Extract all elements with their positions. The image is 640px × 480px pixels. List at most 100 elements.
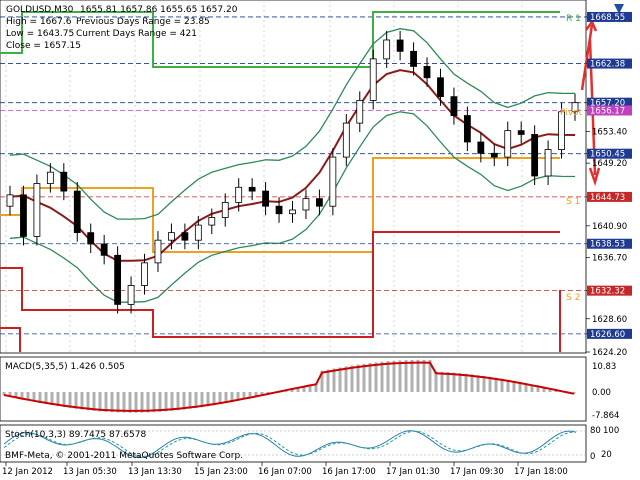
candle-body xyxy=(114,254,122,305)
time-axis: 12 Jan 2012 13 Jan 05:30 13 Jan 13:30 15 Ja… xyxy=(2,462,568,477)
candle-body xyxy=(477,141,485,154)
candle-body xyxy=(141,262,148,286)
band-lower xyxy=(9,111,576,303)
candle-body xyxy=(248,186,256,192)
candle-body xyxy=(423,66,431,79)
candle-body xyxy=(60,171,68,192)
stoch-tick-80: 80 xyxy=(590,426,601,436)
candle-body xyxy=(571,102,579,113)
candle-body xyxy=(208,217,216,226)
stoch-tick-20: 20 xyxy=(601,450,612,460)
main-price-panel: R 1 Pivot S 1 S 2 GOLDUSD,M30 1655.81 16… xyxy=(0,0,624,354)
price-tag-label: 1632.32 xyxy=(590,287,625,297)
price-tick-label: 1649.20 xyxy=(592,159,627,169)
price-tag-label: 1638.53 xyxy=(590,240,625,250)
price-tag-label: 1626.60 xyxy=(590,330,625,340)
time-tick-label: 13 Jan 13:30 xyxy=(128,467,182,477)
time-tick-label: 16 Jan 07:00 xyxy=(258,467,312,477)
macd-label: MACD(5,35,5) 1.426 0.505 xyxy=(5,362,125,372)
price-tag-box xyxy=(587,285,632,296)
time-tick-label: 13 Jan 05:30 xyxy=(63,467,117,477)
candle-body xyxy=(6,194,14,207)
price-tag-box xyxy=(587,97,632,108)
candle-body xyxy=(181,232,189,241)
candle-body xyxy=(396,39,404,52)
time-tick-label: 12 Jan 2012 xyxy=(2,467,53,477)
macd-tick-zero: 0.00 xyxy=(592,388,611,398)
pivot-step-line xyxy=(0,11,560,68)
candle-body xyxy=(342,122,350,158)
price-tick-label: 1640.90 xyxy=(592,222,627,232)
candle-body xyxy=(235,186,243,203)
price-tag-box xyxy=(587,238,632,249)
candle-body xyxy=(46,171,54,184)
pivot-step-line xyxy=(0,231,560,338)
time-tick-label: 17 Jan 01:30 xyxy=(386,467,440,477)
header-symbol: GOLDUSD,M30 xyxy=(6,5,74,15)
band-upper xyxy=(9,28,576,220)
price-candles xyxy=(6,30,579,314)
candle-body xyxy=(87,232,95,245)
candle-body xyxy=(463,115,471,143)
price-tag-box xyxy=(587,58,632,69)
price-tick-label: 1628.60 xyxy=(592,315,627,325)
price-tag-label: 1657.20 xyxy=(590,99,625,109)
price-tick-label: 1636.70 xyxy=(592,254,627,264)
candle-body xyxy=(490,152,498,158)
label-r1: R 1 xyxy=(566,14,581,24)
candle-body xyxy=(356,100,364,124)
candle-body xyxy=(450,96,458,116)
price-tag-label: 1662.38 xyxy=(590,60,625,70)
macd-tick-bottom: -7.864 xyxy=(592,411,619,421)
stochastic-panel: Stoch(10,3,3) 89.7475 87.6578 100 80 20 … xyxy=(0,424,619,463)
candle-body xyxy=(100,243,108,256)
header-close: Close = 1657.15 xyxy=(6,41,81,51)
candle-body xyxy=(194,224,202,241)
copyright-text: BMF-Meta, © 2001-2011 MetaQuotes Softwar… xyxy=(5,451,243,461)
candle-body xyxy=(329,156,337,207)
time-tick-label: 17 Jan 18:00 xyxy=(514,467,568,477)
candle-body xyxy=(20,194,27,237)
horizontal-grid xyxy=(0,16,586,335)
label-s1: S 1 xyxy=(566,197,580,207)
candle-body xyxy=(221,202,229,218)
header-ohlc: 1655.81 1657.86 1655.65 1657.20 xyxy=(80,5,238,15)
price-tag-label: 1668.55 xyxy=(590,13,625,23)
price-tag-box xyxy=(587,11,632,22)
header-prev-range: Previous Days Range = 23.85 xyxy=(76,17,210,27)
price-tick-label: 1624.20 xyxy=(592,348,627,358)
price-tag-box xyxy=(587,105,632,116)
price-tag-box xyxy=(587,148,632,159)
macd-signal-line xyxy=(3,361,575,412)
pivot-step-line xyxy=(0,327,21,352)
stoch-main-line xyxy=(3,430,577,459)
candle-body xyxy=(289,209,296,215)
candle-body xyxy=(154,239,162,264)
stoch-label: Stoch(10,3,3) 89.7475 87.6578 xyxy=(5,430,146,440)
candle-body xyxy=(33,183,41,237)
arrow-up xyxy=(580,19,598,91)
candle-body xyxy=(504,130,512,158)
price-tag-label: 1650.45 xyxy=(590,150,625,160)
stoch-tick-100: 100 xyxy=(603,426,619,436)
candle-body xyxy=(383,39,391,60)
candle-body xyxy=(544,149,552,177)
time-tick-label: 16 Jan 17:00 xyxy=(322,467,376,477)
stoch-tick-0: 0 xyxy=(590,452,595,462)
macd-tick-top: 10.83 xyxy=(592,362,616,372)
price-tag-box xyxy=(587,328,632,339)
label-pivot: Pivot xyxy=(560,108,583,118)
candle-body xyxy=(73,190,81,234)
candle-body xyxy=(558,111,565,150)
header-high: High = 1667.6 xyxy=(6,17,72,27)
price-tick-label: 1653.40 xyxy=(592,127,627,137)
candle-body xyxy=(410,50,417,67)
time-tick-label: 15 Jan 23:00 xyxy=(194,467,248,477)
candle-body xyxy=(369,58,377,101)
candle-body xyxy=(517,130,525,135)
header-low: Low = 1643.75 xyxy=(6,29,74,39)
candle-body xyxy=(127,285,135,305)
stoch-signal-line xyxy=(3,430,577,458)
label-s2: S 2 xyxy=(566,293,580,303)
